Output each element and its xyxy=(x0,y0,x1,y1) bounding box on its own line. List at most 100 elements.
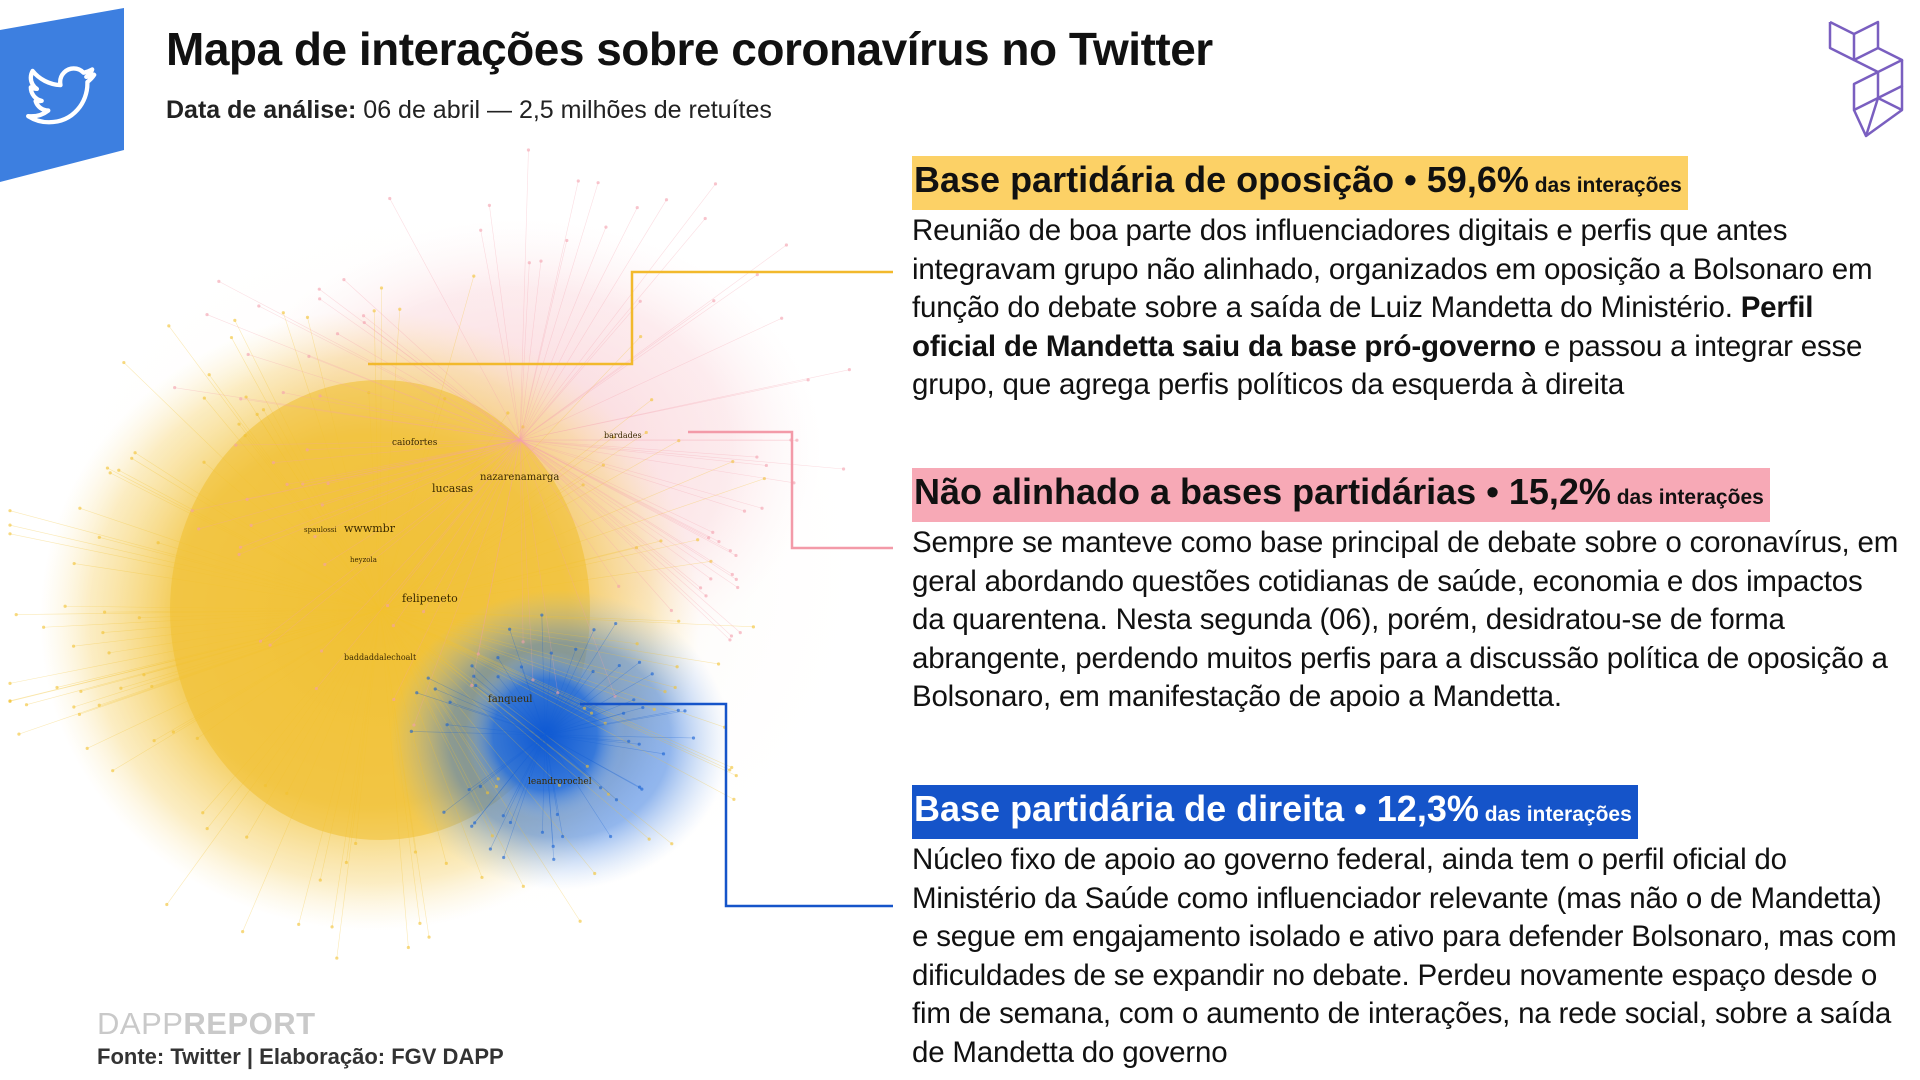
network-edge xyxy=(286,609,381,794)
network-node xyxy=(142,673,146,677)
network-edge xyxy=(208,374,381,611)
network-edge xyxy=(471,665,546,736)
source-credit: Fonte: Twitter | Elaboração: FGV DAPP xyxy=(97,1044,504,1069)
network-node xyxy=(72,561,76,566)
network-edge xyxy=(238,439,521,555)
network-node xyxy=(448,700,452,704)
network-node xyxy=(108,471,112,475)
network-node xyxy=(79,689,83,693)
network-node xyxy=(703,216,707,221)
network-edge xyxy=(240,398,521,441)
network-node xyxy=(650,672,654,676)
network-edge xyxy=(450,701,546,736)
network-edge xyxy=(273,439,521,463)
network-edge xyxy=(379,609,447,864)
network-node xyxy=(601,463,605,467)
network-node xyxy=(847,368,852,372)
network-node xyxy=(285,791,289,796)
network-node xyxy=(552,857,556,861)
network-edge xyxy=(379,609,409,948)
network-edge xyxy=(320,395,521,441)
network-edge xyxy=(379,609,499,780)
network-node xyxy=(42,625,46,629)
network-node xyxy=(521,425,525,429)
network-node xyxy=(8,681,12,685)
network-node xyxy=(496,777,500,781)
network-node xyxy=(167,324,171,328)
network-edge xyxy=(246,609,381,838)
network-node xyxy=(241,930,245,934)
network-edge xyxy=(509,629,546,736)
network-node xyxy=(673,685,677,690)
network-edge xyxy=(337,333,521,441)
network-node xyxy=(669,608,674,613)
network-node xyxy=(734,553,738,558)
network-node xyxy=(344,860,348,865)
network-node xyxy=(652,707,656,711)
network-node xyxy=(596,181,600,185)
network-edge xyxy=(379,432,647,611)
network-edge xyxy=(231,337,381,611)
network-node xyxy=(760,506,764,510)
network-node xyxy=(502,855,506,860)
network-node xyxy=(362,320,366,325)
network-node xyxy=(494,784,499,789)
network-node xyxy=(71,644,76,648)
network-edge xyxy=(158,542,381,611)
network-node xyxy=(841,467,846,471)
network-node xyxy=(540,830,545,834)
network-edge xyxy=(544,649,577,736)
network-node xyxy=(728,549,732,553)
network-node xyxy=(578,919,582,923)
network-edge xyxy=(368,392,381,611)
network-edge xyxy=(79,507,381,611)
network-edge xyxy=(379,609,497,787)
network-node xyxy=(8,532,12,536)
network-node xyxy=(398,307,402,311)
twitter-badge xyxy=(0,8,124,182)
network-node xyxy=(202,396,206,400)
network-node xyxy=(307,354,311,358)
network-node xyxy=(501,814,505,818)
network-edge xyxy=(443,734,546,813)
network-node xyxy=(413,850,418,854)
network-node xyxy=(506,411,510,415)
network-node xyxy=(709,577,713,581)
network-edge xyxy=(18,609,381,735)
network-node xyxy=(591,669,595,674)
network-node xyxy=(632,698,636,702)
network-node xyxy=(729,634,734,638)
network-node xyxy=(531,678,535,682)
network-node xyxy=(385,603,390,608)
network-node xyxy=(101,630,105,635)
network-node xyxy=(691,736,696,740)
network-edge xyxy=(336,609,381,959)
network-edge xyxy=(308,356,521,441)
network-node xyxy=(379,286,384,290)
network-node xyxy=(784,243,789,247)
network-node xyxy=(156,541,160,545)
network-edge xyxy=(519,369,850,441)
twitter-bird-icon xyxy=(26,66,97,125)
network-edge xyxy=(471,439,521,686)
network-edge xyxy=(379,609,679,622)
network-edge xyxy=(143,609,381,675)
network-edge xyxy=(265,609,381,786)
network-edge xyxy=(87,609,381,749)
node-label: bardades xyxy=(604,431,642,440)
network-node xyxy=(496,675,500,679)
network-edge xyxy=(544,734,554,847)
network-node xyxy=(133,451,137,455)
network-node xyxy=(480,875,484,880)
network-edge xyxy=(544,734,555,860)
node-label: fanqueul xyxy=(488,694,533,705)
network-edge xyxy=(107,467,381,611)
network-node xyxy=(635,642,639,646)
network-node xyxy=(443,397,447,401)
network-node xyxy=(742,509,747,513)
network-edge xyxy=(544,671,594,736)
network-node xyxy=(342,278,346,282)
network-edge xyxy=(519,379,809,441)
network-edge xyxy=(379,399,652,611)
network-node xyxy=(323,562,327,567)
